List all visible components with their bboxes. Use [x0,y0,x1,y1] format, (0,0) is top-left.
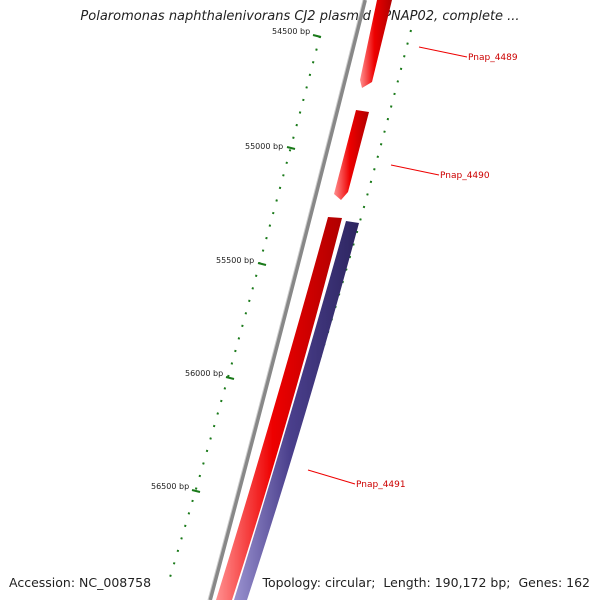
accession-info: Accession: NC_008758 [9,575,151,590]
genes-value: 162 [566,575,590,590]
forward-genes [216,0,392,600]
tick-label: 55500 bp [216,256,254,265]
tick-labels: 54500 bp 55000 bp 55500 bp 56000 bp 5650… [151,27,310,491]
topology-value: circular [324,575,372,590]
accession-value: NC_008758 [79,575,152,590]
gene-label: Pnap_4489 [468,53,518,63]
label-lines [307,46,468,485]
right-ticks [255,29,412,561]
accession-label: Accession: [9,575,76,590]
genes-label: Genes: [518,575,563,590]
map-stats: Topology: circular; Length: 190,172 bp; … [262,575,590,590]
scale-ticks [167,35,321,585]
topology-label: Topology: [262,575,321,590]
major-ticks [191,34,322,493]
gene-pnap-4491[interactable] [234,221,359,600]
tick-label: 55000 bp [245,142,283,151]
length-label: Length: [383,575,431,590]
tick-label: 56500 bp [151,482,189,491]
gene-label: Pnap_4490 [440,171,490,181]
gene-pnap-4489[interactable] [360,0,392,88]
gene-label: Pnap_4491 [356,480,406,490]
tick-label: 54500 bp [272,27,310,36]
length-value: 190,172 bp [434,575,507,590]
tick-label: 56000 bp [185,369,223,378]
gene-pnap-4490[interactable] [334,110,369,200]
map-title: Polaromonas naphthalenivorans CJ2 plasmi… [80,9,520,24]
plasmid-backbone [208,0,367,600]
gene-forward-long[interactable] [216,217,342,600]
gene-labels: Pnap_4489 Pnap_4490 Pnap_4491 [356,53,518,490]
